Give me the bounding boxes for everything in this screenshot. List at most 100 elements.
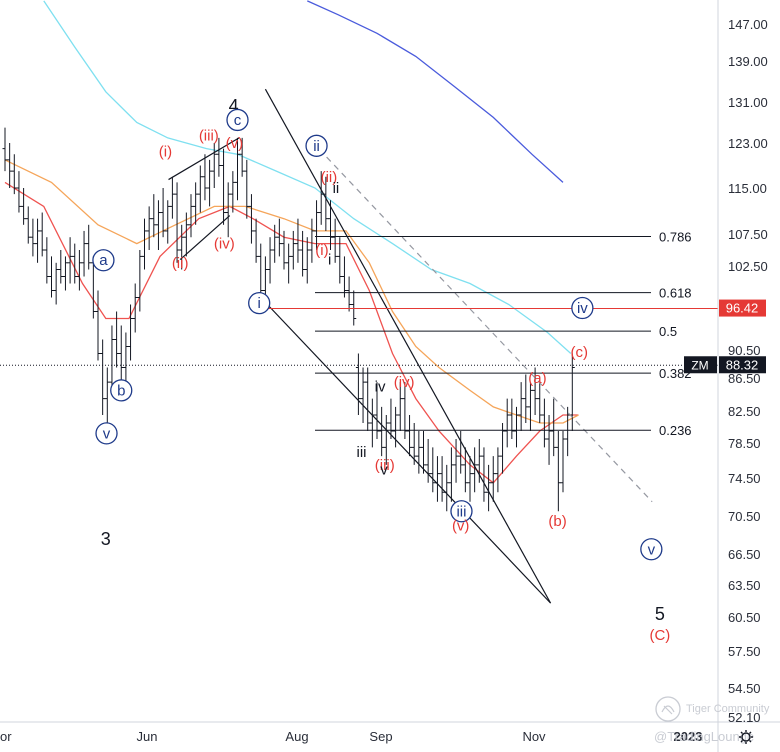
ohlc-bar <box>44 237 50 284</box>
x-tick-label: Jun <box>137 729 158 744</box>
ohlc-bar <box>239 137 245 177</box>
ohlc-bar <box>486 464 492 512</box>
watermark-source: @TradingLounge <box>654 729 754 744</box>
svg-text:(v): (v) <box>452 518 470 535</box>
ohlc-bar <box>365 367 371 431</box>
fibonacci-levels: 0.786 0.618 0.5 0.382 0.236 <box>315 230 692 438</box>
ohlc-bar <box>397 382 403 431</box>
ohlc-bar <box>221 148 227 225</box>
ohlc-bar <box>388 398 394 439</box>
y-tick-label: 90.50 <box>728 343 761 358</box>
svg-text:(c): (c) <box>571 344 589 361</box>
wave-label: v <box>640 538 663 561</box>
y-tick-label: 82.50 <box>728 404 761 419</box>
channel-line[interactable] <box>326 156 653 503</box>
moving-average-line <box>307 0 564 183</box>
wave-label: 4 <box>229 96 239 116</box>
fib-level-label: 0.382 <box>659 366 692 381</box>
ohlc-bar <box>374 382 380 439</box>
ohlc-bar <box>523 374 529 423</box>
ohlc-bar <box>309 218 315 263</box>
ohlc-bar <box>527 382 533 431</box>
ohlc-bar <box>128 304 134 361</box>
ohlc-bar <box>53 262 59 305</box>
y-tick-label: 123.00 <box>728 136 768 151</box>
ohlc-bar <box>100 339 106 415</box>
y-tick-label: 115.00 <box>728 181 767 196</box>
wave-labels: 435(C)ciiiabviiiivv(i)(ii)(iii)(iv)(v)(i… <box>92 96 670 644</box>
wave-label: iii <box>450 500 473 523</box>
ohlc-bar <box>72 243 78 284</box>
svg-text:(iv): (iv) <box>394 374 415 391</box>
ohlc-bar <box>458 431 464 474</box>
y-tick-label: 86.50 <box>728 371 761 386</box>
ohlc-bar <box>142 218 147 270</box>
ohlc-bar <box>295 218 301 263</box>
wave-label: (i) <box>159 143 172 160</box>
svg-text:(b): (b) <box>548 513 566 530</box>
wave-line[interactable] <box>168 137 240 181</box>
ohlc-bar <box>337 237 343 284</box>
ohlc-bar <box>58 250 64 284</box>
ohlc-bar <box>490 456 496 502</box>
svg-text:4: 4 <box>229 96 239 116</box>
channel-line[interactable] <box>264 88 552 604</box>
svg-text:ii: ii <box>333 180 340 197</box>
ohlc-bar <box>81 230 87 277</box>
fib-level-label: 0.5 <box>659 324 677 339</box>
ohlc-bar <box>276 218 282 257</box>
ohlc-bar <box>314 200 320 250</box>
current-price-tag[interactable]: ZM 88.32 <box>684 356 766 374</box>
ohlc-bar <box>304 237 310 284</box>
wave-label: ii <box>305 134 328 157</box>
ohlc-bar <box>560 431 566 493</box>
ohlc-bar <box>11 154 17 195</box>
wave-label: (i) <box>315 242 328 259</box>
ohlc-bar <box>39 212 45 257</box>
svg-text:88.32: 88.32 <box>726 357 759 372</box>
y-tick-label: 147.00 <box>728 17 768 32</box>
settings-gear-icon[interactable] <box>739 730 753 744</box>
y-axis[interactable]: 147.00 139.00 131.00 123.00 115.00 107.50 102.… <box>728 17 768 725</box>
wave-label: (v) <box>452 518 470 535</box>
price-tags: 96.42 ZM 88.32 <box>684 299 766 374</box>
channel-line[interactable] <box>260 297 552 604</box>
wave-label: (ii) <box>172 255 189 272</box>
svg-text:(iii): (iii) <box>375 457 395 474</box>
ohlc-bar <box>500 423 506 474</box>
watermark-brand: Tiger Community <box>686 703 770 715</box>
svg-text:(iv): (iv) <box>214 236 235 253</box>
ohlc-bar <box>421 431 426 474</box>
ohlc-bar <box>21 188 27 225</box>
ohlc-bar <box>393 406 399 448</box>
x-axis[interactable]: or Jun Aug Sep Nov 2023 <box>0 729 702 744</box>
ohlc-bar <box>555 431 561 512</box>
wave-label: (v) <box>226 135 244 152</box>
ohlc-bar <box>62 256 68 291</box>
ohlc-bar <box>7 143 13 188</box>
y-tick-label: 63.50 <box>728 578 761 593</box>
moving-average-line <box>4 159 579 424</box>
watermark: Tiger Community @TradingLounge <box>654 696 770 744</box>
candles <box>2 127 575 512</box>
svg-text:(C): (C) <box>649 627 670 644</box>
target-price-tag[interactable]: 96.42 <box>719 299 766 317</box>
ohlc-bar <box>109 325 115 391</box>
y-tick-label: 70.50 <box>728 509 761 524</box>
ohlc-bar <box>481 447 487 502</box>
tiger-logo-icon <box>655 696 681 722</box>
ohlc-bar <box>332 218 338 263</box>
ohlc-bar <box>225 182 231 238</box>
ohlc-bar <box>328 200 333 250</box>
ohlc-bar <box>495 447 501 493</box>
ohlc-bar <box>551 398 557 457</box>
wave-line[interactable] <box>179 215 231 261</box>
ohlc-bar <box>165 200 171 244</box>
ohlc-bar <box>230 171 236 213</box>
ohlc-bar <box>160 188 166 238</box>
svg-text:i: i <box>258 295 261 312</box>
fib-level-label: 0.786 <box>659 230 692 245</box>
ohlc-bar <box>300 230 306 277</box>
wave-label: i <box>248 291 271 315</box>
